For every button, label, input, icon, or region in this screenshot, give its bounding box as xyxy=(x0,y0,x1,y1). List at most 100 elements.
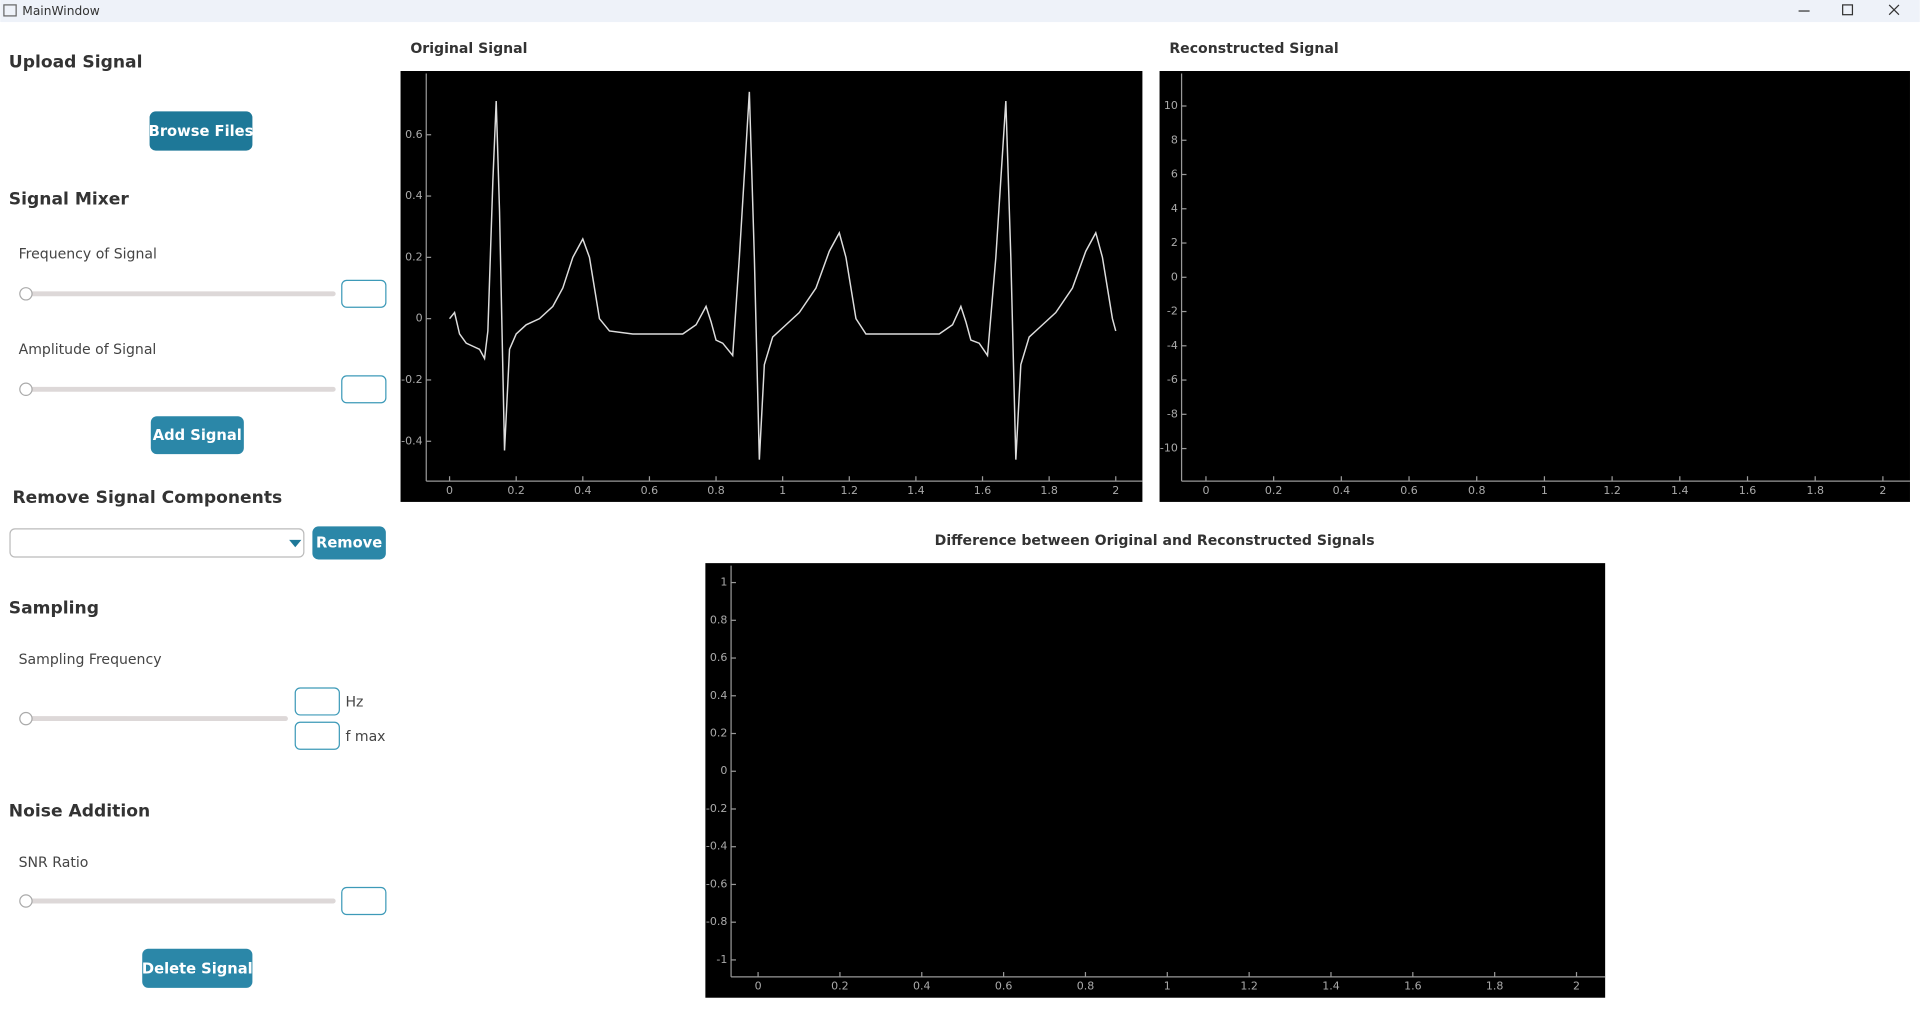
app-icon xyxy=(3,4,17,17)
x-tick-label: 0.2 xyxy=(831,980,848,993)
y-tick-label: -6 xyxy=(1167,373,1178,386)
x-tick-label: 0.2 xyxy=(507,484,524,497)
y-tick-label: 6 xyxy=(1171,168,1178,181)
x-tick-label: 0.4 xyxy=(913,980,931,993)
x-tick-label: 0.4 xyxy=(574,484,592,497)
plot-area xyxy=(705,563,1606,998)
heading: Sampling xyxy=(9,598,99,618)
spin-box[interactable] xyxy=(341,279,387,308)
restore[interactable] xyxy=(1842,4,1854,16)
x-tick-label: 2 xyxy=(1573,980,1580,993)
x-tick-label: 1.4 xyxy=(1322,980,1340,993)
combo-box[interactable] xyxy=(9,528,305,558)
slider[interactable] xyxy=(24,716,288,722)
x-tick-label: 1.8 xyxy=(1806,484,1824,497)
x-tick-label: 0.8 xyxy=(1077,980,1095,993)
x-tick-label: 1.6 xyxy=(1739,484,1757,497)
x-tick-label: 0.2 xyxy=(1265,484,1283,497)
x-tick-label: 1.2 xyxy=(841,484,858,497)
heading: Upload Signal xyxy=(9,52,143,72)
y-tick-label: 0 xyxy=(1171,270,1178,283)
plot-area xyxy=(1159,71,1910,502)
spin-box[interactable] xyxy=(341,886,387,916)
y-tick-label: -0.4 xyxy=(706,840,727,853)
heading: Noise Addition xyxy=(9,802,150,822)
y-tick-label: 10 xyxy=(1164,99,1178,112)
y-tick-label: 0 xyxy=(720,764,727,777)
y-tick-label: 1 xyxy=(720,576,727,589)
x-tick-label: 0 xyxy=(1202,484,1209,497)
x-tick-label: 1 xyxy=(1541,484,1548,497)
label: SNR Ratio xyxy=(19,855,89,871)
title-bar xyxy=(0,0,1920,23)
remove-button[interactable] xyxy=(312,526,386,560)
label: Sampling Frequency xyxy=(19,652,162,668)
plot-title: Reconstructed Signal xyxy=(1169,41,1338,57)
x-tick-label: 0.4 xyxy=(1333,484,1351,497)
close[interactable] xyxy=(1888,4,1900,16)
y-tick-label: 0.4 xyxy=(710,689,727,702)
unit: Hz xyxy=(345,695,363,711)
y-tick-label: 0.2 xyxy=(405,250,422,263)
y-tick-label: -0.6 xyxy=(706,877,727,890)
y-tick-label: -1 xyxy=(716,953,727,966)
x-tick-label: 1.8 xyxy=(1486,980,1504,993)
x-tick-label: 0.6 xyxy=(995,980,1012,993)
y-tick-label: -0.8 xyxy=(706,915,727,928)
x-tick-label: 1.4 xyxy=(907,484,924,497)
y-tick-label: -2 xyxy=(1167,305,1178,318)
y-tick-label: -10 xyxy=(1160,442,1178,455)
label: Amplitude of Signal xyxy=(19,342,157,358)
y-tick-label: 0.8 xyxy=(710,613,727,626)
y-tick-label: 8 xyxy=(1171,133,1178,146)
combo-arrow xyxy=(289,539,302,548)
x-tick-label: 1 xyxy=(1164,980,1171,993)
signal-line xyxy=(448,91,1117,460)
unit: f max xyxy=(345,729,385,745)
y-tick-label: 0.2 xyxy=(710,727,727,740)
y-tick-label: -8 xyxy=(1167,407,1178,420)
browse-button[interactable] xyxy=(149,111,253,151)
x-tick-label: 0.6 xyxy=(641,484,659,497)
plot-title: Difference between Original and Reconstr… xyxy=(935,533,1375,549)
label: Frequency of Signal xyxy=(19,247,157,263)
y-tick-label: -0.2 xyxy=(706,802,727,815)
x-tick-label: 1.2 xyxy=(1603,484,1621,497)
slider[interactable] xyxy=(24,386,336,392)
x-tick-label: 1.2 xyxy=(1240,980,1258,993)
x-tick-label: 0.8 xyxy=(707,484,725,497)
y-tick-label: -0.2 xyxy=(401,373,422,386)
slider[interactable] xyxy=(24,898,336,904)
slider-handle[interactable] xyxy=(19,894,33,908)
plot-area xyxy=(400,71,1143,502)
button-label: Remove xyxy=(316,535,382,552)
plot-title: Original Signal xyxy=(410,41,527,57)
y-tick-label: 0 xyxy=(416,312,423,325)
y-tick-label: 0.6 xyxy=(710,651,727,664)
x-tick-label: 2 xyxy=(1879,484,1886,497)
spin-box[interactable] xyxy=(294,687,340,716)
y-tick-label: 4 xyxy=(1171,202,1178,215)
y-tick-label: 2 xyxy=(1171,236,1178,249)
button-label: Add Signal xyxy=(153,427,242,444)
x-tick-label: 1.8 xyxy=(1040,484,1057,497)
x-tick-label: 1.6 xyxy=(974,484,992,497)
heading: Remove Signal Components xyxy=(12,488,282,508)
y-tick-label: -0.4 xyxy=(401,434,422,447)
delete-button[interactable] xyxy=(142,948,253,988)
slider-handle[interactable] xyxy=(19,711,33,726)
y-tick-label: 0.6 xyxy=(405,128,422,141)
add-button[interactable] xyxy=(150,416,244,455)
spin-box[interactable] xyxy=(341,375,387,404)
y-tick-label: -4 xyxy=(1167,339,1178,352)
x-tick-label: 1 xyxy=(779,484,786,497)
slider-handle[interactable] xyxy=(19,382,33,397)
x-tick-label: 1.6 xyxy=(1404,980,1421,993)
slider[interactable] xyxy=(24,291,336,297)
spin-box[interactable] xyxy=(294,721,340,750)
slider-handle[interactable] xyxy=(19,287,33,301)
window-title: MainWindow xyxy=(22,4,99,18)
x-tick-label: 1.4 xyxy=(1671,484,1689,497)
x-tick-label: 0 xyxy=(446,484,453,497)
